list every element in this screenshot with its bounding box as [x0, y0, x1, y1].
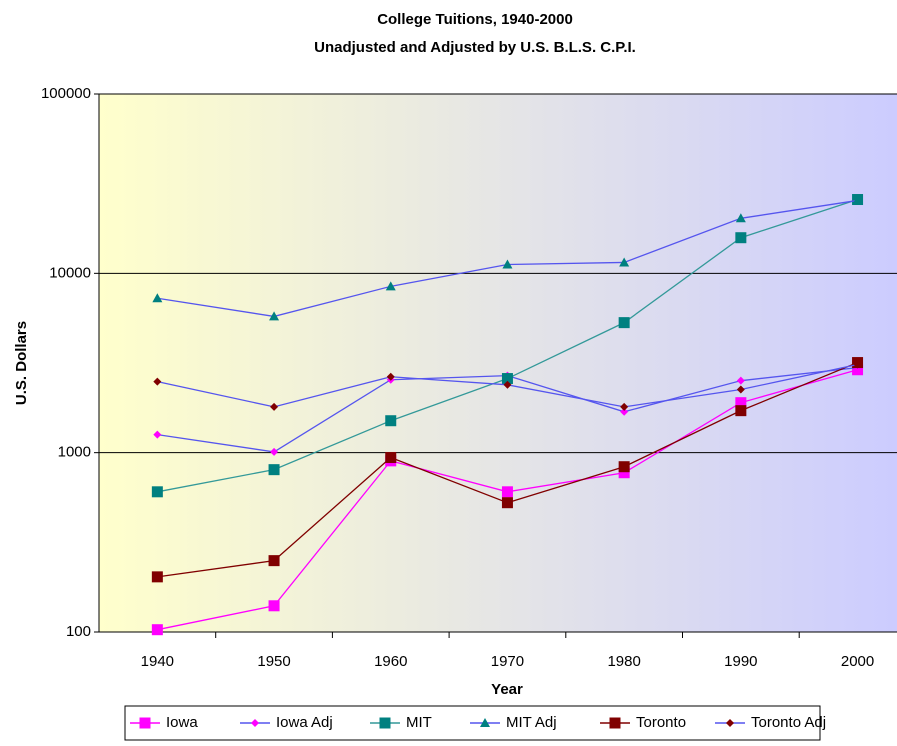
data-point	[385, 281, 396, 291]
data-point	[502, 259, 513, 269]
x-tick-label: 1990	[724, 653, 757, 670]
legend-marker	[139, 717, 151, 729]
data-point	[270, 402, 279, 411]
data-point	[386, 372, 395, 381]
data-point	[620, 402, 629, 411]
legend-label: Toronto	[636, 714, 686, 731]
data-point	[269, 311, 280, 321]
data-point	[501, 486, 513, 498]
data-point	[618, 461, 630, 473]
data-point	[268, 555, 280, 567]
legend-label: MIT	[406, 714, 432, 731]
data-point	[501, 497, 513, 509]
data-point	[618, 317, 630, 329]
data-point	[385, 451, 397, 463]
x-tick-label: 1970	[491, 653, 524, 670]
plot-background	[99, 94, 897, 632]
data-point	[735, 232, 747, 244]
data-point	[620, 407, 629, 416]
legend-marker	[726, 719, 734, 727]
legend-marker	[379, 717, 391, 729]
data-point	[736, 385, 745, 394]
chart-title: College Tuitions, 1940-2000	[377, 11, 573, 28]
y-tick-label: 1000	[58, 444, 91, 461]
x-axis-label: Year	[491, 681, 523, 698]
data-point	[735, 213, 746, 223]
x-tick-label: 2000	[841, 653, 874, 670]
data-point	[853, 360, 862, 369]
data-point	[385, 415, 397, 427]
data-point	[268, 464, 280, 476]
data-point	[501, 373, 513, 385]
data-point	[618, 467, 630, 479]
data-point	[151, 624, 163, 636]
x-tick-label: 1950	[257, 653, 290, 670]
data-point	[153, 430, 162, 439]
y-tick-label: 100000	[41, 85, 91, 102]
y-tick-label: 10000	[49, 264, 91, 281]
y-axis-label: U.S. Dollars	[13, 321, 30, 405]
data-point	[151, 486, 163, 498]
data-point	[152, 293, 163, 303]
legend-marker	[480, 718, 490, 727]
y-tick-label: 100	[66, 623, 91, 640]
x-tick-label: 1980	[607, 653, 640, 670]
x-tick-label: 1960	[374, 653, 407, 670]
data-point	[268, 600, 280, 612]
legend-label: Toronto Adj	[751, 714, 826, 731]
data-point	[619, 257, 630, 267]
chart-subtitle: Unadjusted and Adjusted by U.S. B.L.S. C…	[314, 39, 636, 56]
x-tick-label: 1940	[141, 653, 174, 670]
legend-label: Iowa Adj	[276, 714, 333, 731]
legend-marker	[251, 719, 259, 727]
data-point	[736, 376, 745, 385]
data-point	[735, 397, 747, 409]
data-point	[151, 571, 163, 583]
legend-marker	[609, 717, 621, 729]
data-point	[852, 195, 863, 205]
data-point	[153, 377, 162, 386]
data-point	[735, 405, 747, 417]
legend-label: MIT Adj	[506, 714, 557, 731]
legend-label: Iowa	[166, 714, 198, 731]
data-point	[270, 447, 279, 456]
data-point	[503, 380, 512, 389]
